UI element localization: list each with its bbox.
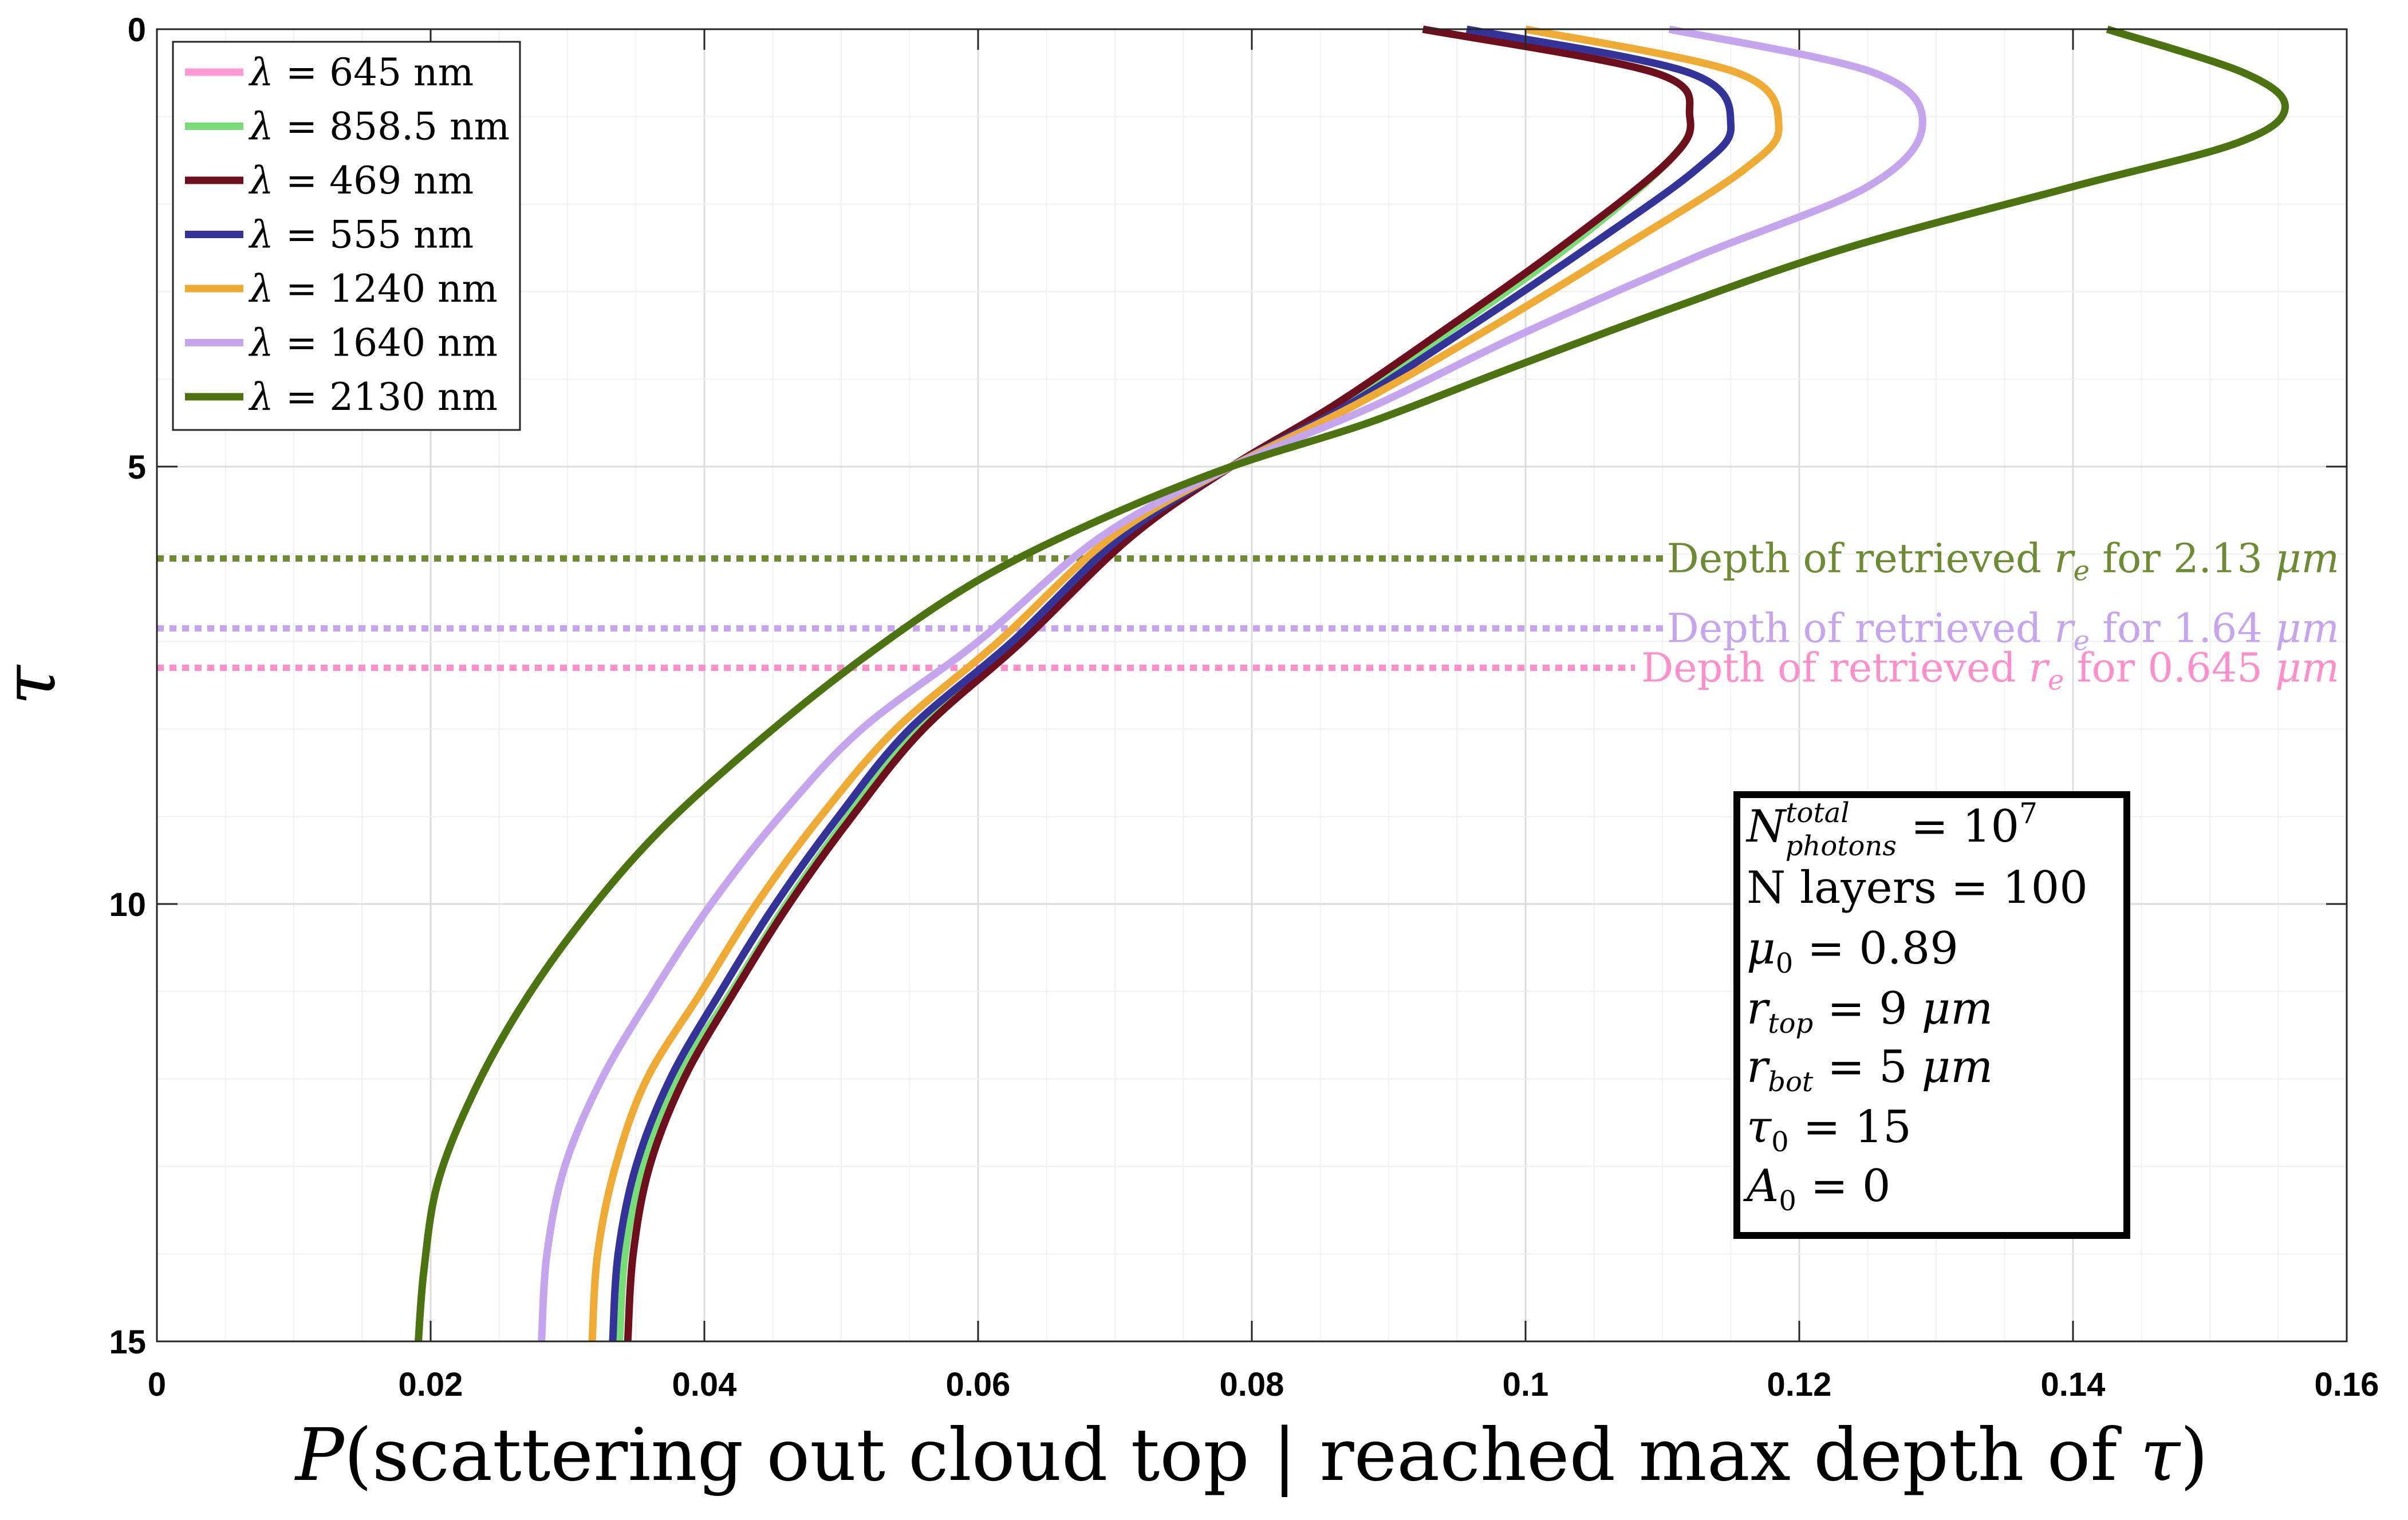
x-tick-label: 0.16 xyxy=(2315,1366,2379,1403)
legend-label: λ = 1640 nm xyxy=(248,321,498,365)
x-tick-label: 0 xyxy=(148,1366,166,1403)
info-line: A0 = 0 xyxy=(1743,1160,1890,1217)
legend-label: λ = 2130 nm xyxy=(248,375,498,419)
y-tick-label: 5 xyxy=(128,449,146,486)
y-tick-label: 15 xyxy=(109,1324,146,1361)
y-axis-title: τ xyxy=(0,664,72,705)
reference-label: Depth of retrieved re for 2.13 μm xyxy=(1667,535,2339,587)
x-tick-label: 0.06 xyxy=(946,1366,1011,1403)
x-tick-label: 0.02 xyxy=(399,1366,463,1403)
legend-label: λ = 469 nm xyxy=(248,159,474,203)
x-tick-label: 0.08 xyxy=(1220,1366,1284,1403)
legend-label: λ = 645 nm xyxy=(248,50,474,94)
x-tick-label: 0.14 xyxy=(2041,1366,2106,1403)
x-tick-label: 0.1 xyxy=(1503,1366,1549,1403)
legend-label: λ = 1240 nm xyxy=(248,267,498,311)
legend-label: λ = 555 nm xyxy=(248,213,474,257)
reference-label: Depth of retrieved re for 0.645 μm xyxy=(1641,644,2339,696)
x-axis-title: P(scattering out cloud top | reached max… xyxy=(294,1413,2208,1497)
legend-label: λ = 858.5 nm xyxy=(248,105,510,149)
x-tick-label: 0.12 xyxy=(1767,1366,1832,1403)
info-line: N layers = 100 xyxy=(1747,862,2088,914)
legend: λ = 645 nm λ = 858.5 nm λ = 469 nm λ = 555 … xyxy=(173,42,520,430)
y-tick-label: 10 xyxy=(109,886,146,923)
reference-labels: Depth of retrieved re for 2.13 μm Depth o… xyxy=(1641,535,2339,696)
x-tick-label: 0.04 xyxy=(672,1366,737,1403)
y-tick-label: 0 xyxy=(128,11,146,49)
